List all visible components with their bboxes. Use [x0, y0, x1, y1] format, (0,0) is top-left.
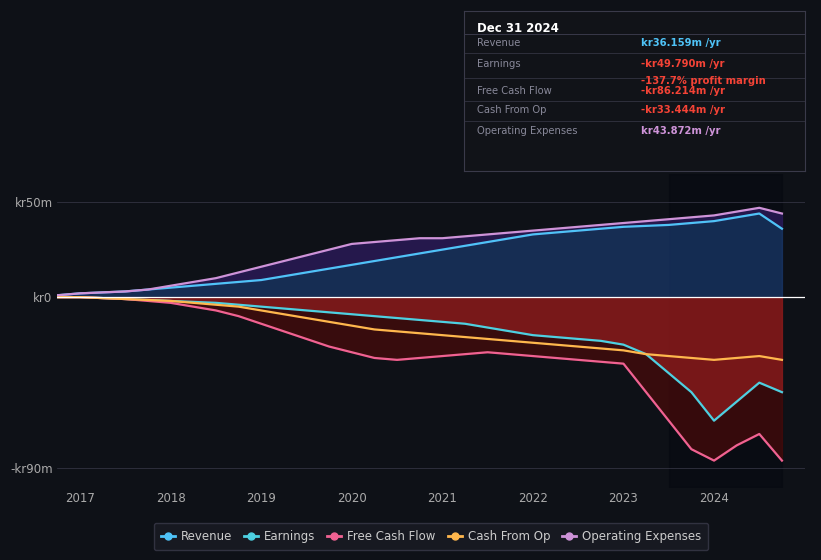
Text: Revenue: Revenue	[478, 38, 521, 48]
Legend: Revenue, Earnings, Free Cash Flow, Cash From Op, Operating Expenses: Revenue, Earnings, Free Cash Flow, Cash …	[154, 523, 709, 550]
Text: -kr33.444m /yr: -kr33.444m /yr	[641, 105, 725, 115]
Text: Earnings: Earnings	[478, 59, 521, 69]
Text: Cash From Op: Cash From Op	[478, 105, 547, 115]
Text: -kr49.790m /yr: -kr49.790m /yr	[641, 59, 725, 69]
Text: -kr86.214m /yr: -kr86.214m /yr	[641, 86, 725, 96]
Text: Dec 31 2024: Dec 31 2024	[478, 22, 559, 35]
Text: kr43.872m /yr: kr43.872m /yr	[641, 126, 721, 136]
Text: -137.7% profit margin: -137.7% profit margin	[641, 76, 766, 86]
Text: kr36.159m /yr: kr36.159m /yr	[641, 38, 721, 48]
Text: Operating Expenses: Operating Expenses	[478, 126, 578, 136]
Text: Free Cash Flow: Free Cash Flow	[478, 86, 553, 96]
